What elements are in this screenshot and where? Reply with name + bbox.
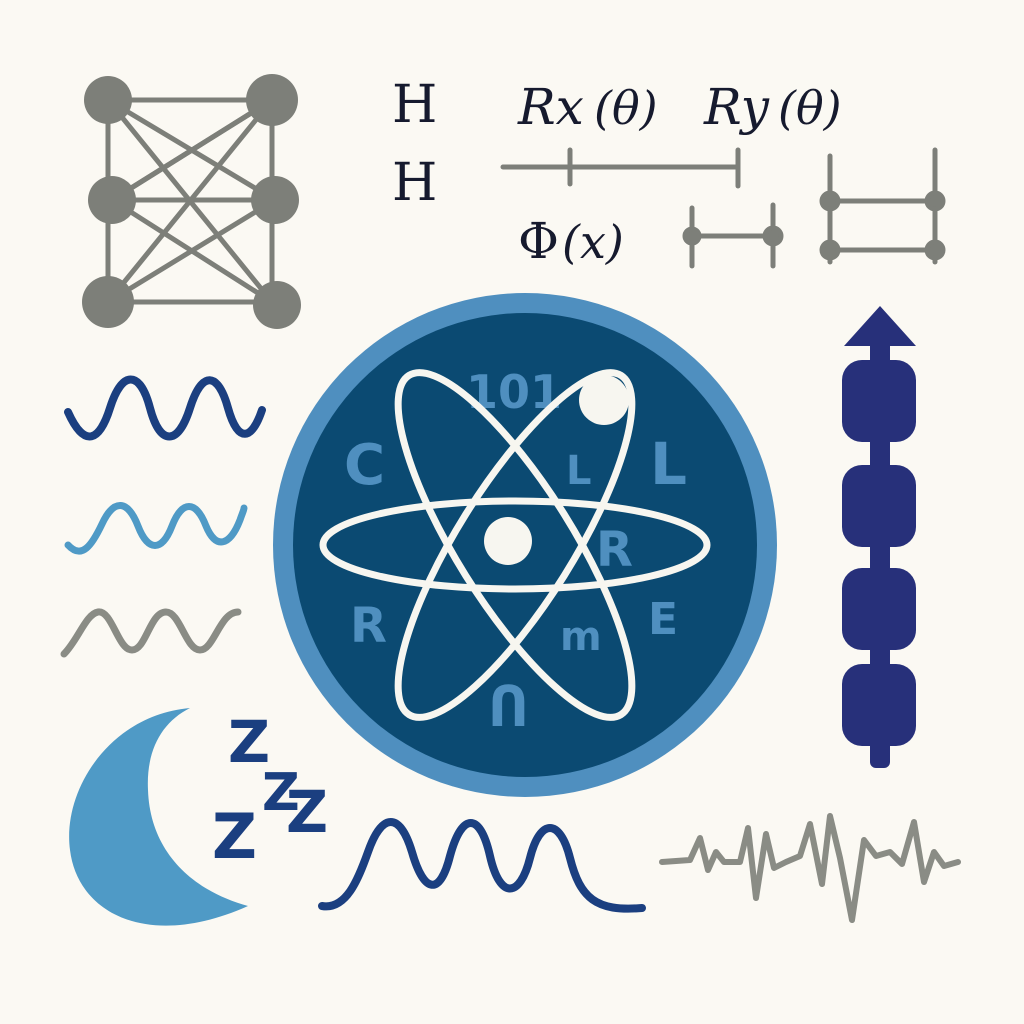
moon-icon	[69, 708, 248, 926]
wave-deep-blue-icon	[64, 375, 266, 441]
network-node	[253, 281, 301, 329]
network-node	[84, 76, 132, 124]
wave-bottom-icon	[318, 818, 646, 913]
two-qubit-gate-icon	[682, 202, 784, 269]
emblem-glyph-l-right: L	[650, 430, 687, 498]
emblem-glyph-r-left: R	[350, 598, 387, 654]
network-node	[251, 176, 299, 224]
network-node	[246, 74, 298, 126]
network-node	[88, 176, 136, 224]
emblem-glyph-n: Ո	[488, 675, 529, 740]
emblem-glyph-l-inner: L	[566, 448, 592, 494]
sleep-z-icon: Z	[212, 800, 257, 873]
hadamard-label-top: H	[392, 75, 437, 135]
wave-gray-icon	[60, 608, 242, 658]
emblem-glyph-m: m	[560, 614, 602, 660]
ry-gate-argument: (θ)	[778, 81, 842, 135]
hadamard-label-bottom: H	[392, 153, 437, 213]
ry-gate-label: Ry	[703, 78, 770, 136]
signal-trace-icon	[659, 813, 961, 923]
quantum-atom-emblem: 101 C L L R R E m Ո	[273, 293, 777, 797]
sleep-z-icon: Z	[286, 778, 328, 846]
sleep-z-icon: Z	[228, 708, 270, 776]
wave-light-blue-icon	[64, 502, 248, 555]
emblem-glyph-r-inner: R	[596, 522, 633, 578]
feature-map-symbol: Φ	[518, 212, 559, 270]
feature-map-argument: (x)	[562, 215, 624, 269]
ladder-gate-icon	[819, 147, 946, 265]
rx-gate-argument: (θ)	[594, 81, 658, 135]
sleep-z-icon: Z	[262, 763, 300, 823]
atom-electron	[579, 375, 629, 425]
emblem-glyph-c: C	[344, 433, 385, 498]
rx-gate-label: Rx	[517, 78, 584, 136]
emblem-glyph-e: E	[648, 594, 678, 645]
network-graph-icon	[105, 97, 278, 305]
qubit-chain-arrow-icon	[842, 306, 916, 768]
circuit-wire-icon	[500, 147, 741, 189]
atom-orbits	[319, 369, 711, 721]
network-node	[82, 276, 134, 328]
atom-nucleus	[484, 517, 532, 565]
network-nodes	[82, 74, 301, 329]
